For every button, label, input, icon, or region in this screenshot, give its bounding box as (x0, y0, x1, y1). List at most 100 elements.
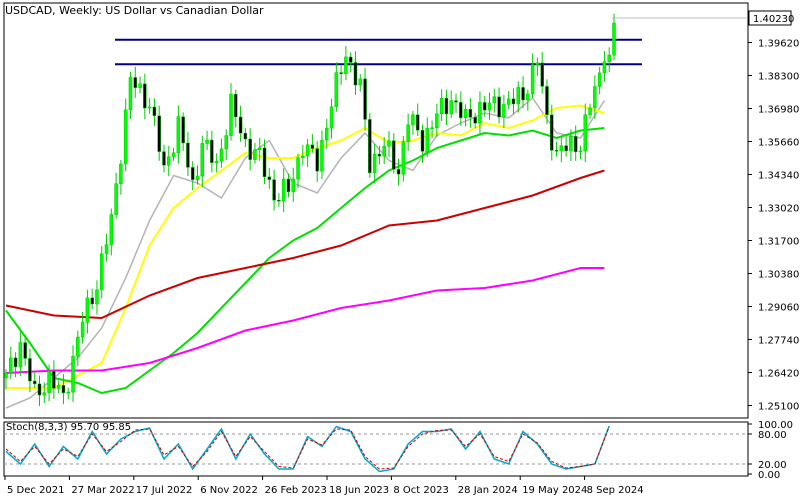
time-tick-label: 8 Sep 2024 (587, 485, 644, 496)
stochastic-signal-line (5, 426, 610, 470)
candle-body (348, 56, 353, 63)
candle-body (339, 72, 343, 74)
candle-body (344, 56, 348, 74)
candle-body (310, 144, 315, 149)
candle-body (459, 102, 463, 119)
price-axis: 1.39620 1.38300 1.36980 1.35660 1.34340 1.330… (748, 39, 799, 413)
stochastic-pane-border (3, 421, 749, 477)
candle-body (224, 135, 228, 150)
candle-body (545, 86, 549, 116)
candle-body (186, 142, 190, 168)
price-tick-label: 1.25100 (758, 402, 799, 413)
candle-body (550, 114, 554, 151)
candle-body (277, 200, 281, 202)
candle-body (234, 93, 238, 118)
candle-body (564, 145, 568, 152)
stochastic-tick-label: 100.00 (758, 420, 793, 431)
candle-body (195, 175, 200, 180)
candle-body (492, 96, 497, 104)
candle-body (42, 392, 47, 396)
candle-body (176, 116, 181, 154)
candle-body (315, 148, 319, 172)
candle-body (23, 342, 27, 359)
candle-body (109, 214, 114, 245)
time-axis: 5 Dec 2021 27 Mar 2022 17 Jul 2022 6 Nov 20… (4, 476, 644, 496)
candle-body (411, 114, 415, 125)
candle-body (167, 156, 171, 166)
candle-body (502, 104, 506, 118)
candle-body (123, 109, 128, 165)
price-tick-label: 1.38300 (758, 72, 799, 83)
price-tick-label: 1.30380 (758, 270, 799, 281)
candle-body (569, 136, 573, 152)
current-price-box (748, 10, 792, 26)
candle-body (143, 83, 147, 109)
candle-body (76, 336, 80, 357)
candle-body (66, 391, 70, 394)
candle-body (597, 72, 602, 87)
candle-body (573, 136, 578, 152)
stochastic-main-line (5, 425, 610, 473)
candle-body (4, 372, 8, 379)
candle-body (272, 179, 276, 201)
price-tick-label: 1.35660 (758, 138, 799, 149)
candle-body (99, 253, 104, 291)
price-tick-label: 1.27740 (758, 336, 799, 347)
candle-body (478, 102, 482, 124)
current-price-label: 1.40230 (753, 14, 794, 25)
candle-body (554, 150, 559, 152)
candle-body (377, 153, 382, 157)
candle-body (444, 98, 449, 115)
candle-body (535, 62, 540, 65)
candle-body (578, 150, 583, 153)
candle-body (497, 96, 501, 118)
candle-body (18, 342, 23, 368)
candle-body (104, 244, 109, 255)
candle-body (262, 147, 267, 178)
candle-body (200, 143, 205, 177)
moving-average-line (5, 127, 605, 395)
candle-body (396, 169, 401, 175)
chart-frame (3, 2, 749, 477)
candle-body (325, 127, 329, 141)
candle-body (358, 78, 363, 86)
candle-body (229, 93, 233, 136)
candle-body (530, 64, 535, 95)
candle-body (540, 62, 544, 87)
candle-body (526, 93, 530, 101)
candle-body (85, 297, 90, 323)
candle-body (267, 176, 272, 180)
candle-body (487, 102, 492, 111)
candle-body (482, 102, 487, 111)
candle-body (468, 109, 473, 118)
candle-body (392, 140, 396, 170)
candle-body (353, 62, 358, 86)
price-tick-label: 1.31700 (758, 237, 799, 248)
candle-body (329, 106, 334, 129)
price-tick-label: 1.39620 (758, 39, 799, 50)
stochastic-tick-label: 20.00 (758, 460, 787, 471)
candle-body (28, 358, 32, 382)
candle-body (454, 100, 458, 103)
candle-body (219, 148, 224, 162)
stochastic-tick-label: 0.00 (758, 470, 780, 481)
candle-body (286, 178, 291, 192)
moving-average-line (5, 169, 605, 320)
candle-body (61, 385, 66, 394)
moving-average-line (6, 104, 605, 389)
candle-body (372, 153, 377, 174)
candle-body (56, 385, 61, 389)
time-tick-label: 8 Oct 2023 (393, 485, 448, 496)
stochastic-label: Stoch(8,3,3) 95.70 95.85 (6, 422, 132, 433)
candle-body (320, 139, 324, 172)
price-tick-label: 1.34340 (758, 171, 799, 182)
candle-body (583, 114, 588, 152)
candle-body (13, 357, 18, 368)
candle-body (291, 178, 295, 192)
candle-body (95, 289, 99, 305)
candle-body (162, 151, 166, 166)
candle-body (238, 116, 243, 134)
candle-body (607, 54, 611, 62)
candle-body (439, 98, 444, 114)
